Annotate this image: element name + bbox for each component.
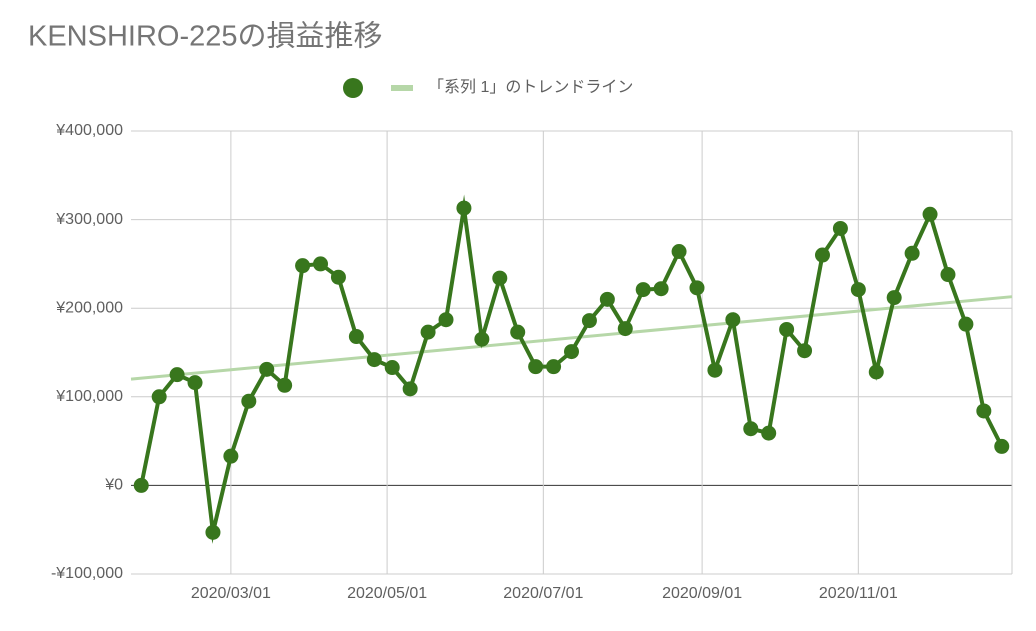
data-point [743, 421, 759, 437]
data-point [958, 316, 974, 332]
y-tick-label: ¥100,000 [55, 388, 123, 405]
data-point [886, 290, 902, 306]
data-point [994, 438, 1010, 454]
data-point [151, 389, 167, 405]
data-point [330, 269, 346, 285]
data-point [671, 243, 687, 259]
legend-label: 「系列 1」のトレンドライン [428, 78, 633, 96]
data-point [474, 331, 490, 347]
data-point [707, 362, 723, 378]
data-point [725, 312, 741, 328]
data-point [779, 321, 795, 337]
chart-title: KENSHIRO-225の損益推移 [28, 20, 383, 53]
legend-marker [343, 78, 363, 98]
data-point [599, 291, 615, 307]
data-point [564, 344, 579, 360]
data-point [420, 324, 436, 340]
data-point [546, 359, 562, 375]
data-point [348, 329, 364, 345]
data-point [384, 360, 400, 376]
data-point [133, 477, 149, 493]
data-point [510, 324, 526, 340]
x-tick-label: 2020/11/01 [819, 585, 898, 602]
data-point [904, 245, 920, 261]
data-point [402, 381, 418, 397]
data-point [295, 258, 311, 274]
data-point [205, 524, 221, 540]
data-point [832, 220, 848, 236]
data-point [223, 448, 239, 464]
data-point [868, 364, 884, 380]
data-point [366, 352, 382, 368]
y-tick-label: ¥0 [104, 477, 123, 494]
data-point [241, 393, 257, 409]
x-tick-label: 2020/07/01 [503, 585, 583, 602]
data-point [313, 256, 329, 272]
trendline [130, 295, 1013, 381]
data-point [689, 280, 705, 296]
y-tick-label: -¥100,000 [51, 565, 123, 582]
data-point [797, 343, 813, 359]
data-point [653, 281, 669, 297]
data-point [169, 367, 185, 383]
data-point [940, 267, 956, 283]
x-tick-label: 2020/03/01 [191, 585, 271, 602]
data-point [761, 425, 777, 441]
data-point [850, 282, 866, 298]
x-tick-label: 2020/09/01 [662, 585, 742, 602]
data-point [456, 200, 472, 216]
y-tick-label: ¥200,000 [55, 299, 123, 316]
data-point [277, 377, 293, 393]
data-point [635, 282, 651, 298]
data-point [259, 361, 275, 377]
y-tick-label: ¥300,000 [55, 211, 123, 228]
data-point [617, 321, 633, 337]
data-point [187, 375, 203, 391]
data-point [922, 206, 938, 222]
data-point [976, 403, 992, 419]
data-point [492, 270, 508, 286]
data-point [581, 313, 597, 329]
data-point [438, 312, 454, 328]
data-point [814, 247, 830, 263]
x-tick-label: 2020/05/01 [347, 585, 427, 602]
y-tick-label: ¥400,000 [55, 122, 123, 139]
data-point [528, 359, 544, 375]
